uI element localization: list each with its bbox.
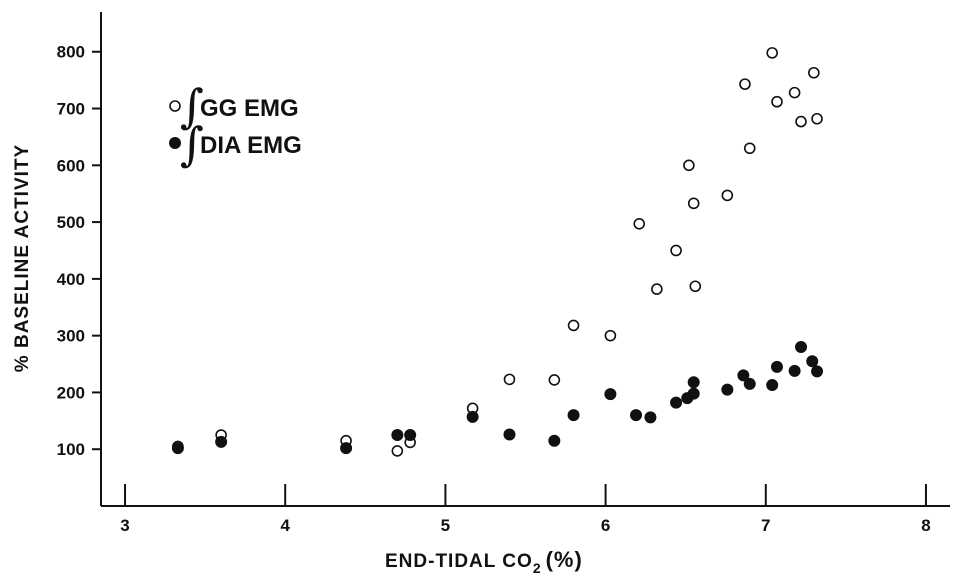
gg-emg-point: [604, 329, 617, 342]
dia-emg-point: [391, 429, 404, 442]
gg-emg-point: [651, 283, 663, 295]
dia-emg-point: [567, 409, 580, 422]
gg-emg-point: [567, 319, 580, 332]
dia-emg-point: [604, 388, 617, 401]
x-axis-title: END-TIDAL CO2 (%): [385, 547, 583, 576]
dia-emg-point: [171, 442, 184, 455]
x-axis-title-subscript: 2: [533, 560, 542, 576]
dia-emg-point: [670, 396, 683, 409]
y-tick-label: 400: [57, 270, 85, 289]
gg-emg-point: [683, 159, 695, 172]
dia-emg-point: [215, 435, 228, 448]
y-axis-title: % BASELINE ACTIVITY: [12, 144, 33, 372]
dia-emg-point: [404, 429, 417, 442]
gg-emg-point: [743, 142, 756, 155]
dia-emg-point: [770, 360, 783, 373]
gg-emg-point: [633, 217, 646, 230]
gg-emg-point: [739, 78, 751, 90]
gg-emg-point: [808, 66, 820, 79]
dia-emg-point: [788, 364, 801, 377]
gg-emg-point: [795, 115, 807, 128]
dia-emg-point: [806, 355, 819, 368]
legend-filled-circle-marker: [169, 137, 181, 149]
gg-emg-point: [391, 445, 404, 457]
x-tick-label: 8: [921, 516, 930, 535]
y-tick-label: 700: [57, 100, 85, 119]
x-axis-title-unit: (%): [546, 547, 583, 572]
data-points: [171, 47, 824, 457]
dia-emg-point: [687, 376, 700, 389]
x-tick-label: 6: [601, 516, 610, 535]
gg-emg-point: [689, 280, 702, 293]
dia-emg-point: [721, 383, 734, 396]
gg-emg-point: [503, 373, 516, 386]
dia-emg-point: [340, 442, 353, 455]
y-tick-label: 800: [57, 43, 85, 62]
y-tick-label: 200: [57, 383, 85, 402]
dia-emg-point: [737, 369, 750, 382]
legend-item-dia: ∫ DIA EMG: [169, 117, 302, 171]
dia-emg-point: [687, 387, 700, 400]
legend-integral-symbol: ∫: [180, 117, 204, 171]
x-tick-label: 5: [441, 516, 450, 535]
y-tick-label: 600: [57, 156, 85, 175]
x-axis-title-main: END-TIDAL CO: [385, 551, 533, 572]
gg-emg-point: [687, 197, 700, 210]
x-tick-label: 3: [120, 516, 129, 535]
dia-emg-point: [743, 377, 756, 390]
gg-emg-point: [788, 86, 801, 99]
dia-emg-point: [466, 410, 479, 423]
y-tick-label: 500: [57, 213, 85, 232]
legend-integral-symbol: ∫: [180, 79, 204, 133]
gg-emg-point: [766, 47, 778, 59]
x-ticks: 3 4 5 6 7 8: [120, 484, 931, 535]
legend: ∫ GG EMG ∫ DIA EMG: [169, 79, 302, 171]
gg-emg-point: [721, 189, 734, 202]
gg-emg-point: [548, 374, 561, 386]
y-tick-label: 300: [57, 327, 85, 346]
dia-emg-point: [548, 434, 561, 447]
gg-emg-point: [811, 112, 823, 125]
gg-emg-point: [670, 244, 682, 257]
gg-emg-point: [771, 95, 783, 108]
x-tick-label: 7: [761, 516, 770, 535]
dia-emg-point: [795, 341, 808, 354]
dia-emg-point: [644, 411, 657, 424]
legend-label-gg: GG EMG: [200, 95, 299, 122]
dia-emg-point: [766, 379, 779, 392]
x-tick-label: 4: [280, 516, 290, 535]
legend-open-circle-marker: [169, 100, 181, 112]
legend-item-gg: ∫ GG EMG: [169, 79, 299, 133]
dia-emg-point: [503, 428, 516, 441]
y-tick-label: 100: [57, 440, 85, 459]
y-ticks: 100 200 300 400 500 600 700 800: [57, 43, 101, 459]
dia-emg-point: [811, 365, 824, 378]
dia-emg-point: [630, 409, 643, 422]
legend-label-dia: DIA EMG: [200, 132, 302, 159]
axes: [100, 12, 950, 507]
